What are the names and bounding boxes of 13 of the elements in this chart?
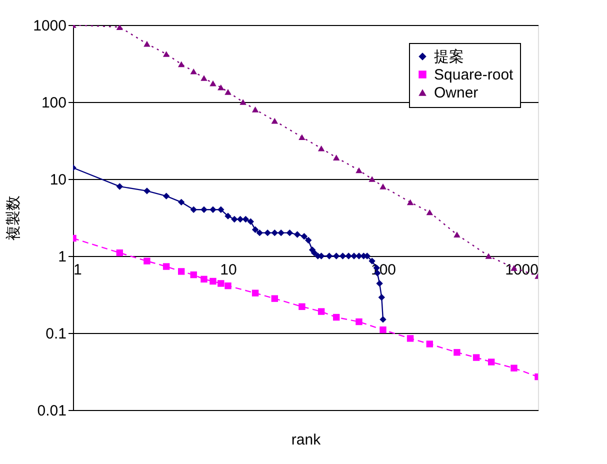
y-tick-label: 1000 (33, 18, 66, 34)
legend-label: Owner (434, 84, 478, 102)
x-tick-label: 10 (220, 262, 237, 278)
y-tick-label: 10 (50, 172, 66, 188)
y-axis-title: 複製数 (5, 196, 22, 240)
y-tick-label: 0.1 (46, 326, 66, 342)
y-tick-label: 0.01 (37, 402, 66, 420)
y-tick-label: 100 (41, 94, 66, 112)
x-tick-label: 1 (74, 262, 82, 278)
x-axis-title: rank (291, 432, 322, 448)
legend-label: Square-root (434, 66, 514, 84)
legend-label: 提案 (434, 48, 464, 66)
y-tick-label: 1 (58, 248, 66, 266)
